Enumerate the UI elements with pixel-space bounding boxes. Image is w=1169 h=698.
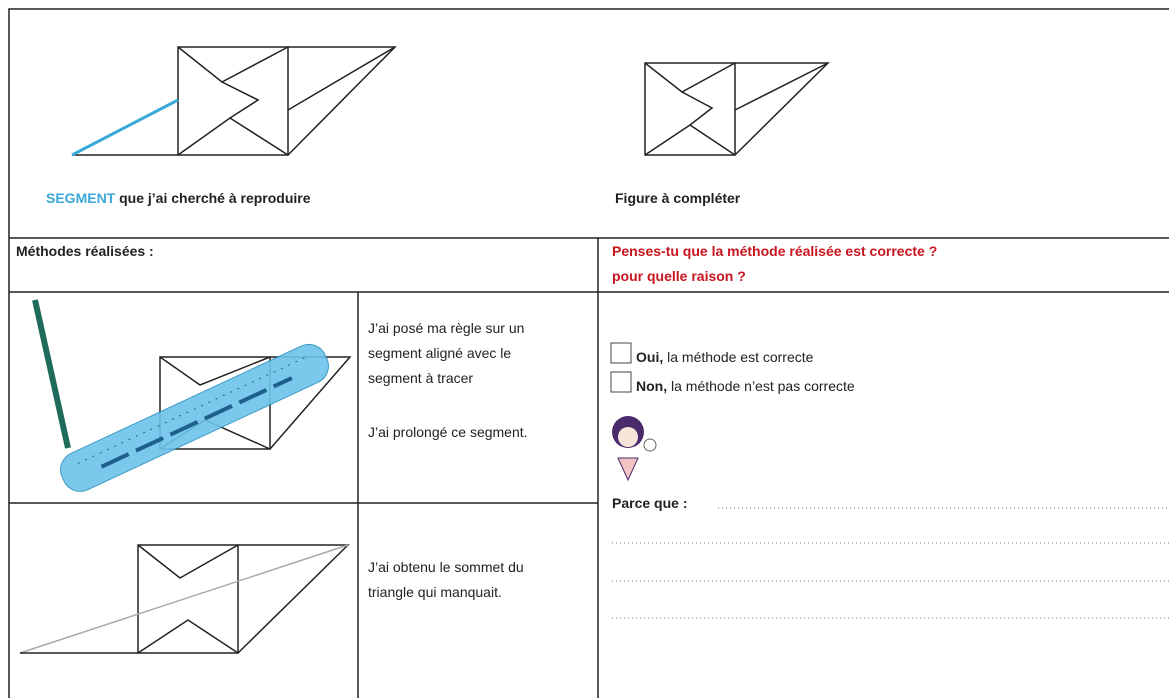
method-text: triangle qui manquait. <box>368 584 502 600</box>
method-text: J’ai obtenu le sommet du <box>368 559 524 575</box>
outer-frame <box>8 8 1169 698</box>
method-text: J’ai prolongé ce segment. <box>368 424 528 440</box>
checkbox[interactable] <box>610 342 632 364</box>
method-text: J’ai posé ma règle sur un <box>368 320 524 336</box>
question: pour quelle raison ? <box>612 268 746 284</box>
figure-segment <box>71 46 397 157</box>
method-text: segment aligné avec le <box>368 345 511 361</box>
ruler-illustration <box>32 299 352 492</box>
header: Méthodes réalisées : <box>16 243 154 259</box>
caption: Figure à compléter <box>615 190 741 206</box>
triangle-illustration <box>19 544 350 654</box>
figure-complete <box>644 62 830 156</box>
question: Penses-tu que la méthode réalisée est co… <box>612 243 937 259</box>
caption: SEGMENT que j’ai cherché à reproduire <box>46 190 311 206</box>
because-label: Parce que : <box>612 495 687 511</box>
option: Non, la méthode n’est pas correcte <box>636 378 855 394</box>
checkbox[interactable] <box>610 371 632 393</box>
method-text: segment à tracer <box>368 370 473 386</box>
character-icon <box>612 416 657 482</box>
option: Oui, la méthode est correcte <box>636 349 814 365</box>
